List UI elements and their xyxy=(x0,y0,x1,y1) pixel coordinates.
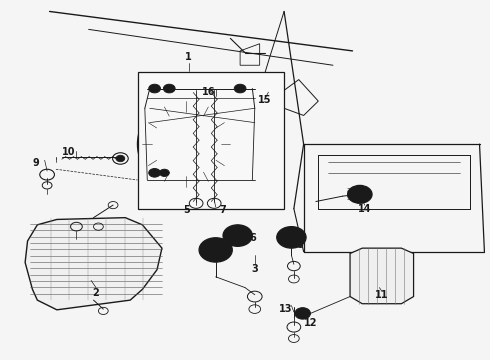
Circle shape xyxy=(116,155,125,162)
Circle shape xyxy=(277,226,306,248)
Text: 14: 14 xyxy=(358,204,371,215)
Circle shape xyxy=(149,168,160,177)
Circle shape xyxy=(283,231,300,244)
Text: 13: 13 xyxy=(279,304,293,314)
Circle shape xyxy=(298,310,307,317)
Circle shape xyxy=(149,84,160,93)
Circle shape xyxy=(159,169,169,176)
Polygon shape xyxy=(350,248,414,304)
Circle shape xyxy=(352,189,367,200)
Circle shape xyxy=(206,243,225,257)
Polygon shape xyxy=(25,218,162,310)
Text: 3: 3 xyxy=(251,264,258,274)
Circle shape xyxy=(347,185,372,203)
Text: 1: 1 xyxy=(185,52,192,62)
Text: 8: 8 xyxy=(297,239,304,249)
Circle shape xyxy=(223,225,252,246)
Text: 11: 11 xyxy=(375,291,389,301)
Text: 2: 2 xyxy=(93,288,99,298)
Circle shape xyxy=(295,308,311,319)
Text: 6: 6 xyxy=(249,233,256,243)
Text: 4: 4 xyxy=(212,249,219,259)
Circle shape xyxy=(163,84,175,93)
Text: 16: 16 xyxy=(201,87,215,97)
Circle shape xyxy=(199,238,232,262)
Text: 15: 15 xyxy=(258,95,271,105)
Text: 7: 7 xyxy=(220,206,226,216)
Circle shape xyxy=(234,84,246,93)
Circle shape xyxy=(229,229,246,242)
Text: 9: 9 xyxy=(32,158,39,168)
Text: 12: 12 xyxy=(304,318,318,328)
Bar xyxy=(138,72,284,209)
Bar xyxy=(283,237,300,246)
Text: 10: 10 xyxy=(62,147,76,157)
Text: 5: 5 xyxy=(183,206,190,216)
